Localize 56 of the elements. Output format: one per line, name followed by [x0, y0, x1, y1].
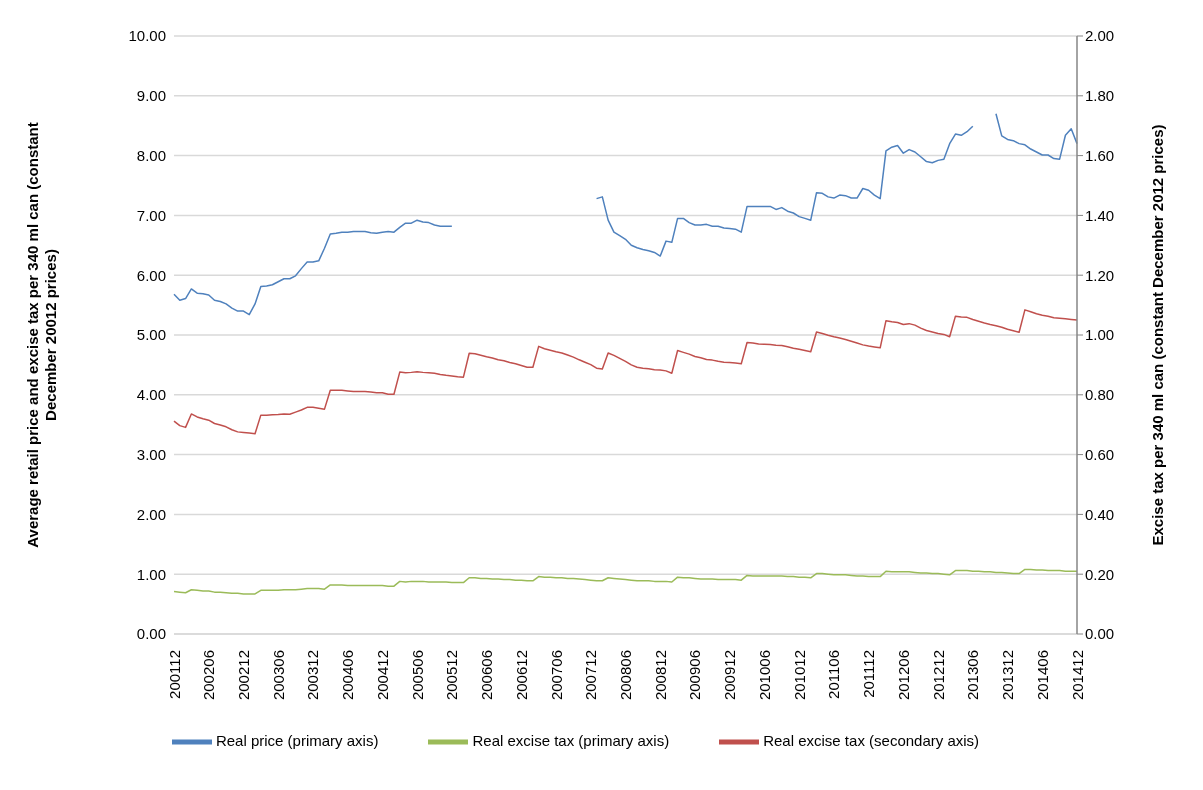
legend-label: Real excise tax (secondary axis) — [763, 731, 980, 749]
x-tick-label: 200906 — [686, 650, 704, 701]
x-tick-label: 200806 — [617, 650, 634, 701]
x-tick-label: 201212 — [929, 650, 947, 701]
y-tick-label: 7.00 — [136, 206, 166, 224]
y2-tick-label: 2.00 — [1085, 27, 1115, 45]
y2-tick-label: 1.00 — [1085, 326, 1115, 344]
x-tick-label: 201306 — [964, 650, 982, 701]
x-tick-label: 200712 — [582, 650, 600, 701]
y2-tick-label: 1.60 — [1085, 146, 1115, 164]
x-tick-label: 200606 — [478, 650, 496, 701]
x-tick-label: 201006 — [755, 650, 773, 701]
x-tick-label: 200912 — [721, 650, 739, 701]
y2-tick-label: 0.40 — [1085, 505, 1115, 523]
y-tick-label: 8.00 — [136, 146, 166, 164]
y2-tick-label: 1.40 — [1085, 206, 1115, 224]
x-tick-label: 200812 — [651, 650, 669, 701]
y-tick-label: 2.00 — [136, 505, 166, 523]
x-tick-label: 200412 — [373, 650, 391, 701]
x-tick-label: 201412 — [1068, 650, 1086, 701]
y-tick-label: 9.00 — [136, 87, 166, 105]
x-tick-label: 200212 — [234, 650, 252, 701]
x-tick-label: 200306 — [269, 650, 287, 701]
y2-tick-label: 0.80 — [1085, 386, 1115, 404]
y2-tick-label: 0.60 — [1085, 445, 1115, 463]
y-tick-label: 10.00 — [128, 27, 166, 45]
x-tick-label: 200512 — [443, 650, 461, 701]
y-tick-label: 6.00 — [136, 266, 166, 284]
x-tick-label: 200706 — [547, 650, 565, 701]
y-tick-label: 1.00 — [136, 565, 166, 583]
x-tick-label: 201112 — [860, 650, 878, 698]
y-tick-label: 3.00 — [136, 445, 166, 463]
x-tick-label: 200206 — [200, 650, 218, 701]
line-series — [173, 309, 1078, 435]
x-tick-label: 200406 — [339, 650, 357, 701]
x-tick-label: 200112 — [165, 650, 183, 699]
y-axis-title: Average retail price and excise tax per 340 ml can (constant December 20012 prices) — [24, 122, 59, 548]
y2-tick-label: 0.20 — [1085, 565, 1115, 583]
x-tick-label: 201312 — [999, 650, 1017, 701]
x-tick-label: 200612 — [512, 650, 530, 701]
y2-tick-label: 1.80 — [1085, 87, 1115, 105]
y-tick-label: 4.00 — [136, 386, 166, 404]
legend-label: Real price (primary axis) — [215, 731, 379, 749]
line-series — [173, 568, 1078, 595]
x-tick-label: 201106 — [825, 650, 843, 699]
x-tick-label: 201206 — [894, 650, 912, 701]
y-tick-label: 0.00 — [136, 625, 166, 643]
x-tick-label: 200506 — [408, 650, 426, 701]
x-tick-label: 201012 — [790, 650, 808, 701]
y2-tick-label: 1.20 — [1085, 266, 1115, 284]
y2-axis-title: Excise tax per 340 ml can (constant December 2012 prices) — [1149, 124, 1166, 546]
y-tick-label: 5.00 — [136, 326, 166, 344]
legend-label: Real excise tax (primary axis) — [472, 731, 670, 749]
x-tick-label: 201406 — [1033, 650, 1051, 701]
x-tick-label: 200312 — [304, 650, 322, 701]
y2-tick-label: 0.00 — [1085, 625, 1115, 643]
